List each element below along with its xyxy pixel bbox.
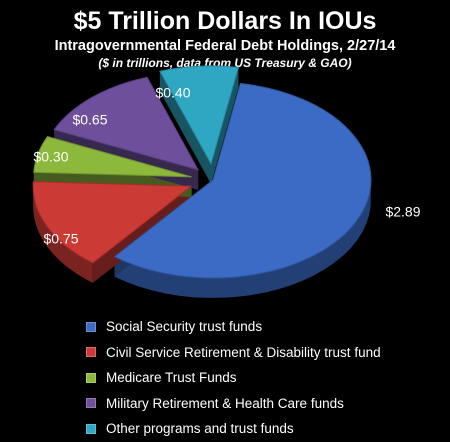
legend-label-4: Other programs and trust funds — [106, 421, 294, 437]
chart-subtitle: Intragovernmental Federal Debt Holdings,… — [54, 38, 396, 54]
chart-title: $5 Trillion Dollars In IOUs — [73, 7, 377, 35]
legend-swatch-1 — [86, 347, 96, 358]
legend-item-0: Social Security trust funds — [86, 314, 446, 340]
legend-item-1: Civil Service Retirement & Disability tr… — [86, 340, 446, 366]
pie-slice-edge-4-1 — [210, 67, 239, 184]
pie-slice-2 — [33, 136, 192, 178]
legend-item-4: Other programs and trust funds — [86, 416, 446, 442]
pie-slice-side-0 — [114, 185, 371, 298]
data-label-4: $0.40 — [155, 85, 190, 101]
pie-slice-side-1 — [33, 186, 93, 283]
data-label-0: $2.89 — [385, 204, 420, 220]
legend-label-1: Civil Service Retirement & Disability tr… — [106, 344, 381, 360]
pie-slice-1 — [32, 181, 193, 264]
legend-swatch-0 — [86, 321, 96, 332]
pie-slice-edge-4-0 — [159, 71, 211, 184]
legend-item-2: Medicare Trust Funds — [86, 365, 446, 391]
chart-legend: Social Security trust funds Civil Service… — [86, 314, 446, 442]
legend-swatch-3 — [86, 398, 96, 409]
chart-note: ($ in trillions, data from US Treasury &… — [98, 56, 352, 70]
pie-slice-4 — [159, 65, 240, 166]
legend-swatch-2 — [86, 372, 96, 383]
legend-swatch-4 — [86, 423, 96, 434]
legend-label-3: Military Retirement & Health Care funds — [106, 395, 344, 411]
pie-chart: $2.89 $0.75 $0.30 $0.65 $0.40 — [32, 65, 421, 298]
pie-slice-3 — [53, 76, 200, 171]
data-label-3: $0.65 — [72, 112, 107, 128]
legend-label-2: Medicare Trust Funds — [106, 370, 237, 386]
data-label-2: $0.30 — [33, 149, 68, 165]
pie-slice-edge-1-0 — [92, 186, 192, 283]
pie-slice-0 — [113, 82, 372, 279]
data-label-1: $0.75 — [43, 231, 78, 247]
legend-item-3: Military Retirement & Health Care funds — [86, 391, 446, 417]
legend-label-0: Social Security trust funds — [106, 319, 263, 335]
